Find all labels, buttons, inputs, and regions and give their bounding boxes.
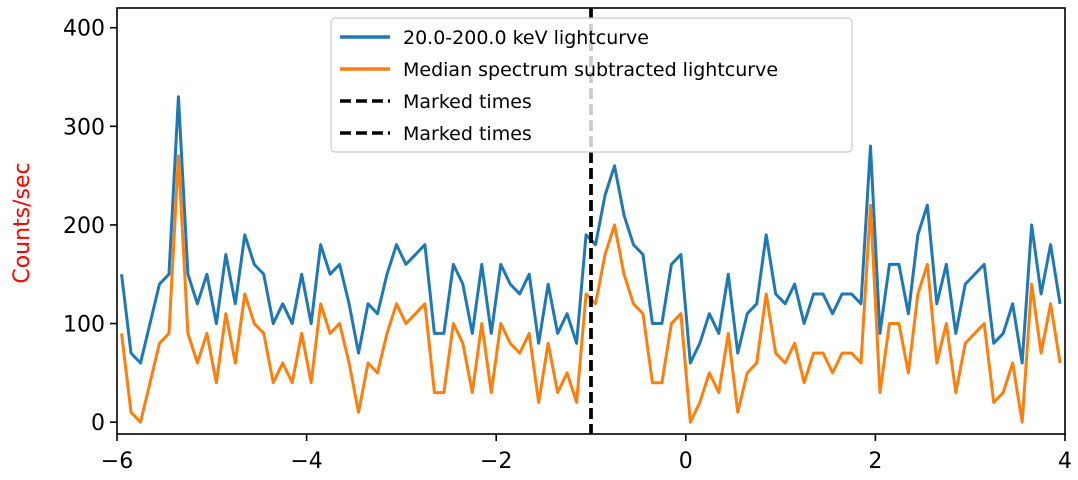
y-axis-label: Counts/sec (10, 162, 35, 283)
x-tick-label: 4 (1058, 449, 1072, 474)
legend-label-2: Median spectrum subtracted lightcurve (403, 59, 778, 81)
axes-frame (116, 7, 1066, 435)
y-tick-label: 100 (63, 313, 105, 338)
y-tick-label: 400 (63, 17, 105, 42)
legend: 20.0-200.0 keV lightcurve Median spectrum… (330, 17, 853, 153)
x-tick-label: −4 (290, 449, 322, 474)
x-tick-label: 2 (868, 449, 882, 474)
y-tick-label: 0 (91, 411, 105, 436)
legend-label-3: Marked times (403, 91, 532, 113)
y-tick-label: 300 (63, 115, 105, 140)
legend-box (330, 17, 853, 153)
x-tick-label: −6 (101, 449, 133, 474)
x-tick-label: 0 (679, 449, 693, 474)
legend-label-4: Marked times (403, 123, 532, 145)
y-tick-label: 200 (63, 214, 105, 239)
x-tick-label: −2 (480, 449, 512, 474)
axes: −6 −4 −2 0 2 4 0 100 200 300 400 (63, 7, 1072, 474)
legend-label-1: 20.0-200.0 keV lightcurve (403, 27, 649, 49)
